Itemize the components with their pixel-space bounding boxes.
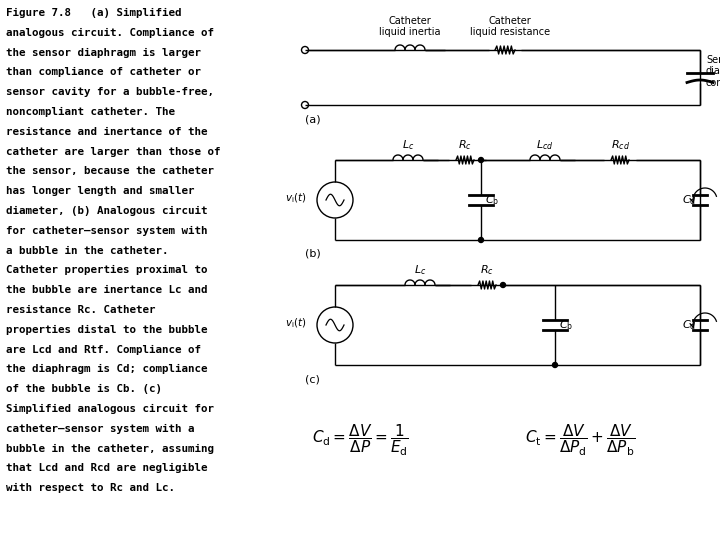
Text: $v_{\rm i}(t)$: $v_{\rm i}(t)$ [285,191,307,205]
Text: $L_c$: $L_c$ [414,263,426,277]
Text: has longer length and smaller: has longer length and smaller [6,186,194,196]
Text: $v_{\rm i}(t)$: $v_{\rm i}(t)$ [285,316,307,330]
Text: $C_{\rm b}$: $C_{\rm b}$ [485,193,499,207]
Circle shape [552,362,557,368]
Text: are Lcd and Rtf. Compliance of: are Lcd and Rtf. Compliance of [6,345,201,355]
Text: of the bubble is Cb. (c): of the bubble is Cb. (c) [6,384,162,394]
Text: $C_{\rm d}$: $C_{\rm d}$ [682,318,696,332]
Text: the sensor diaphragm is larger: the sensor diaphragm is larger [6,48,201,58]
Text: Catheter
liquid inertia: Catheter liquid inertia [379,16,441,37]
Text: bubble in the catheter, assuming: bubble in the catheter, assuming [6,443,214,454]
Text: (b): (b) [305,249,320,259]
Text: resistance and inertance of the: resistance and inertance of the [6,127,207,137]
Text: (a): (a) [305,114,320,124]
Circle shape [479,158,484,163]
Text: $R_c$: $R_c$ [480,263,494,277]
Text: $R_c$: $R_c$ [458,138,472,152]
Text: sensor cavity for a bubble-free,: sensor cavity for a bubble-free, [6,87,214,97]
Text: the sensor, because the catheter: the sensor, because the catheter [6,166,214,177]
Text: that Lcd and Rcd are negligible: that Lcd and Rcd are negligible [6,463,207,474]
Text: the diaphragm is Cd; compliance: the diaphragm is Cd; compliance [6,364,207,374]
Text: with respect to Rc and Lc.: with respect to Rc and Lc. [6,483,175,493]
Text: catheter–sensor system with a: catheter–sensor system with a [6,424,194,434]
Text: Catheter
liquid resistance: Catheter liquid resistance [470,16,550,37]
Text: Catheter properties proximal to: Catheter properties proximal to [6,265,207,275]
Text: the bubble are inertance Lc and: the bubble are inertance Lc and [6,285,207,295]
Text: Simplified analogous circuit for: Simplified analogous circuit for [6,404,214,414]
Text: noncompliant catheter. The: noncompliant catheter. The [6,107,175,117]
Circle shape [500,282,505,287]
Text: resistance Rc. Catheter: resistance Rc. Catheter [6,305,156,315]
Text: Sensor
diaphragm
compliance: Sensor diaphragm compliance [706,55,720,87]
Text: for catheter–sensor system with: for catheter–sensor system with [6,226,207,236]
Text: $C_{\rm d}$: $C_{\rm d}$ [682,193,696,207]
Text: $L_{cd}$: $L_{cd}$ [536,138,554,152]
Text: $C_{\rm d} = \dfrac{\Delta V}{\Delta P} = \dfrac{1}{E_{\rm d}}$: $C_{\rm d} = \dfrac{\Delta V}{\Delta P} … [312,422,408,458]
Text: properties distal to the bubble: properties distal to the bubble [6,325,207,335]
Text: Figure 7.8   (a) Simplified: Figure 7.8 (a) Simplified [6,8,181,18]
Text: (c): (c) [305,374,320,384]
Text: catheter are larger than those of: catheter are larger than those of [6,146,220,157]
Text: a bubble in the catheter.: a bubble in the catheter. [6,246,168,255]
Text: $R_{cd}$: $R_{cd}$ [611,138,629,152]
Text: $C_{\rm b}$: $C_{\rm b}$ [559,318,573,332]
Text: analogous circuit. Compliance of: analogous circuit. Compliance of [6,28,214,38]
Text: $L_c$: $L_c$ [402,138,414,152]
Text: $C_{\rm t} = \dfrac{\Delta V}{\Delta P_{\rm d}} + \dfrac{\Delta V}{\Delta P_{\rm: $C_{\rm t} = \dfrac{\Delta V}{\Delta P_{… [525,422,635,458]
Text: diameter, (b) Analogous circuit: diameter, (b) Analogous circuit [6,206,207,216]
Circle shape [479,238,484,242]
Text: than compliance of catheter or: than compliance of catheter or [6,68,201,77]
